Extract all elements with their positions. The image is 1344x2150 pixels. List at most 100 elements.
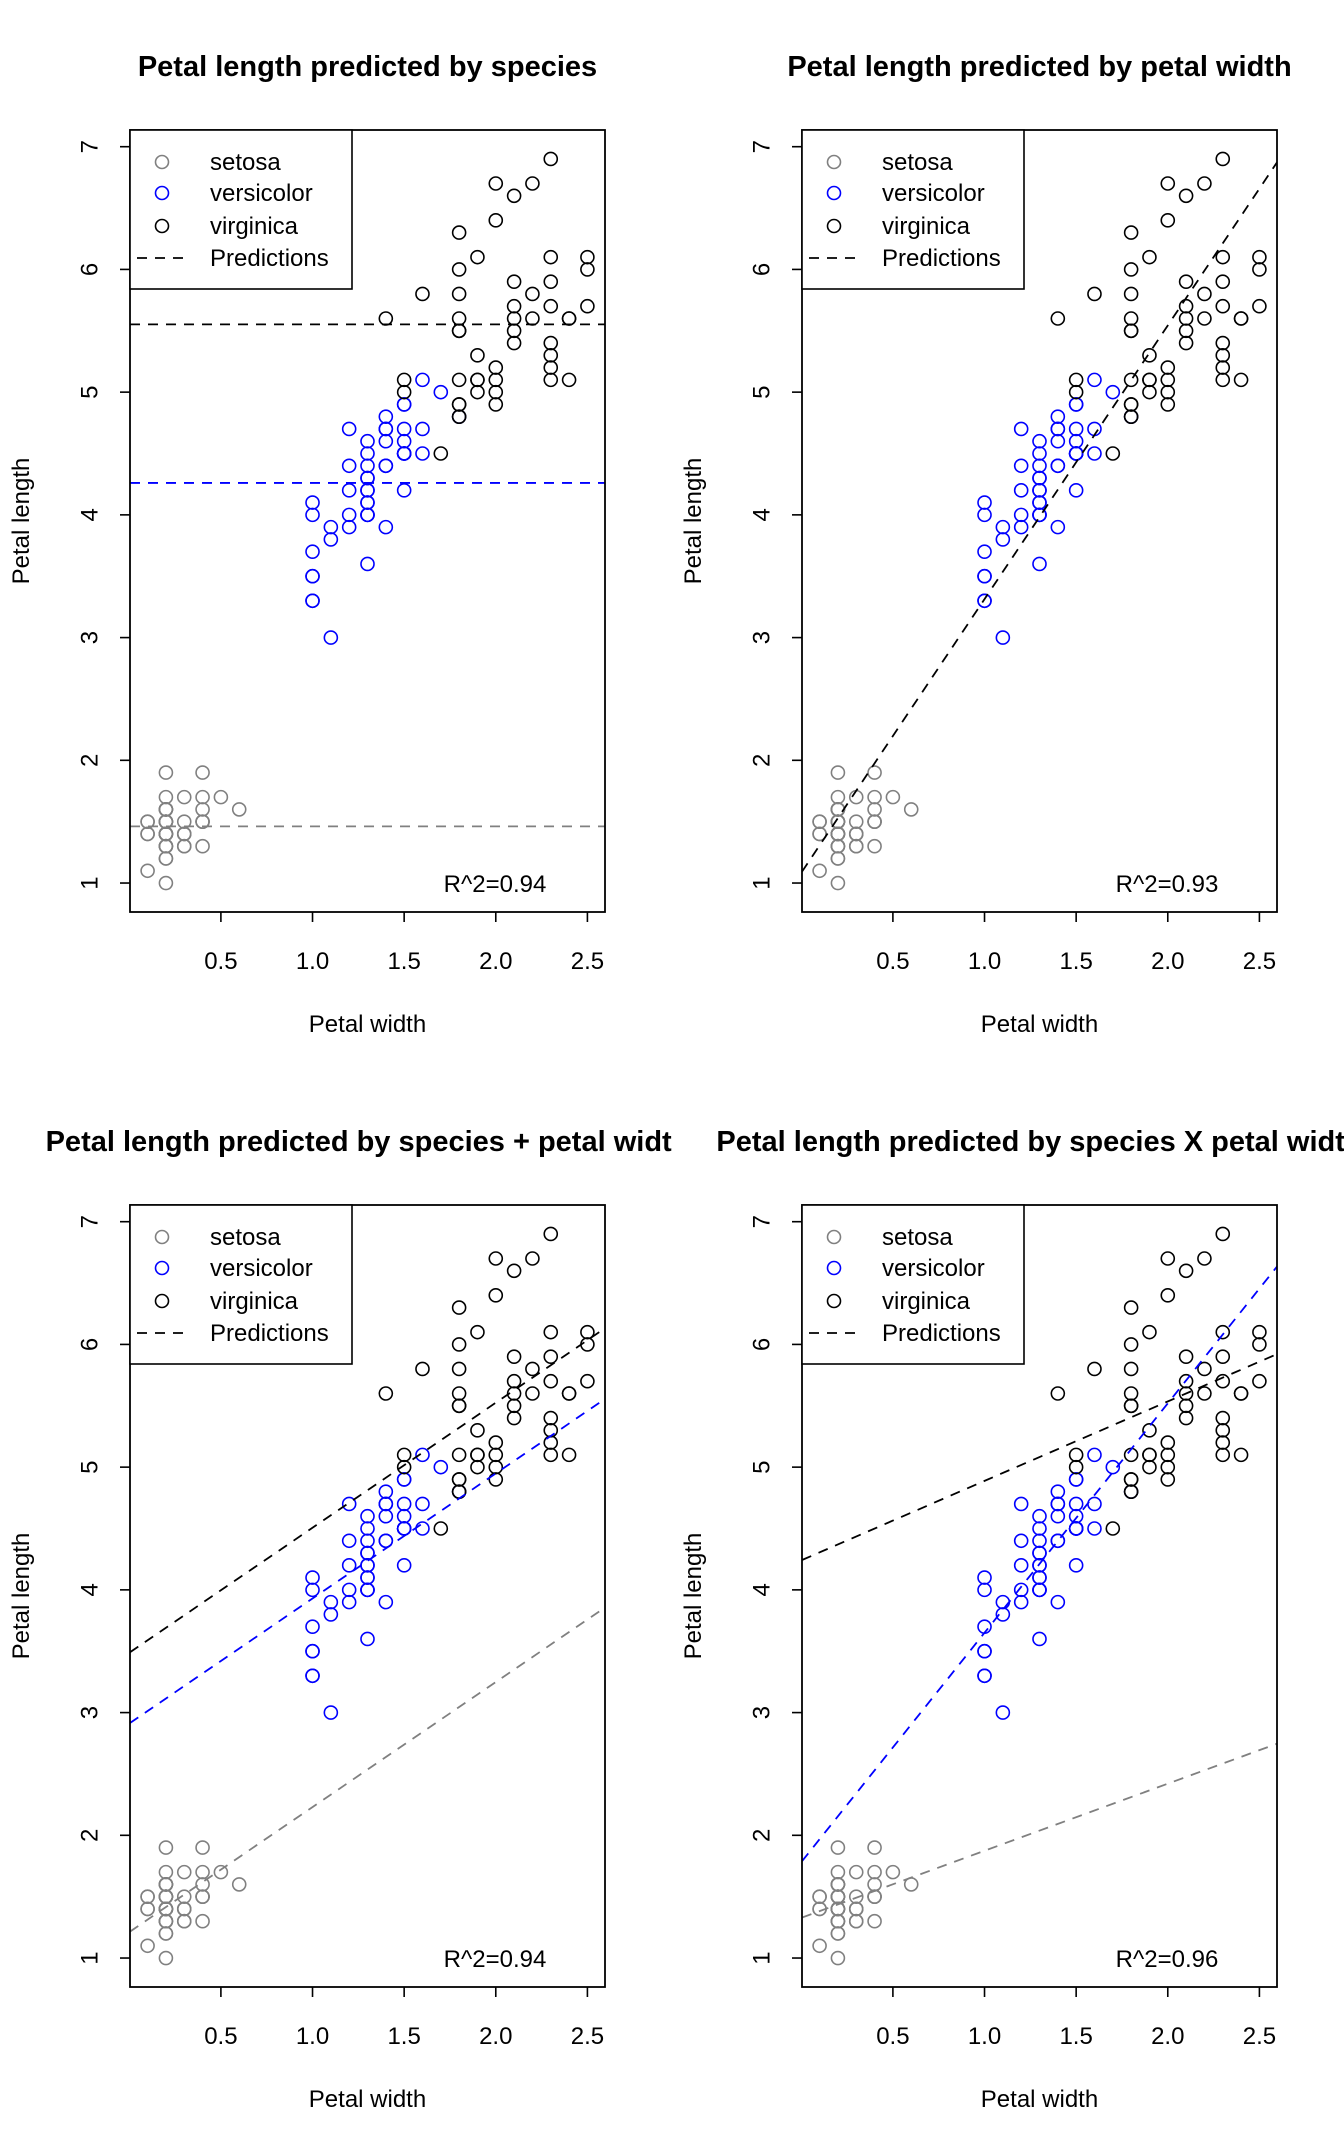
point-setosa — [158, 1926, 174, 1941]
point-versicolor — [977, 544, 992, 559]
point-versicolor — [1068, 1508, 1084, 1524]
point-virginica — [470, 372, 485, 388]
x-tick-label: 1.5 — [1059, 2023, 1092, 2050]
point-versicolor — [360, 446, 375, 461]
point-virginica — [1123, 397, 1139, 412]
point-versicolor — [396, 446, 412, 461]
point-setosa — [195, 802, 210, 817]
point-virginica — [451, 225, 467, 240]
point-versicolor — [1032, 458, 1047, 474]
point-setosa — [867, 789, 882, 805]
point-virginica — [1215, 1423, 1231, 1438]
y-tick-label: 7 — [77, 140, 104, 153]
legend-label: setosa — [210, 1224, 281, 1251]
point-versicolor — [396, 1521, 412, 1536]
point-versicolor — [341, 421, 357, 437]
point-versicolor — [1013, 1558, 1029, 1573]
point-setosa — [158, 1901, 174, 1917]
x-tick-label: 2.5 — [1243, 2023, 1276, 2050]
point-virginica — [451, 1337, 467, 1352]
point-versicolor — [433, 1459, 449, 1475]
legend-label: virginica — [882, 213, 971, 240]
x-axis-label: Petal width — [981, 2086, 1098, 2113]
point-virginica — [1215, 372, 1231, 388]
point-virginica — [1123, 1386, 1139, 1401]
legend-marker-virginica — [826, 218, 842, 234]
legend-label: setosa — [882, 1224, 953, 1251]
point-versicolor — [977, 495, 992, 510]
point-virginica — [1123, 323, 1139, 339]
point-versicolor — [305, 1582, 320, 1598]
y-tick-label: 2 — [749, 1829, 776, 1842]
point-virginica — [1142, 249, 1157, 265]
point-virginica — [451, 1447, 467, 1463]
point-virginica — [1105, 446, 1121, 461]
panel-1: Petal length predicted by species 0.5 1.0 1… — [8, 51, 606, 1038]
point-setosa — [195, 1840, 210, 1855]
point-setosa — [158, 838, 174, 854]
point-versicolor — [378, 519, 394, 535]
legend-marker-setosa — [826, 154, 842, 170]
point-setosa — [830, 1901, 846, 1917]
point-versicolor — [977, 1619, 992, 1634]
point-virginica — [1160, 384, 1176, 400]
point-versicolor — [1013, 1533, 1029, 1549]
point-virginica — [1160, 1447, 1176, 1463]
point-virginica — [488, 1288, 504, 1303]
x-tick-label: 0.5 — [204, 2023, 237, 2050]
point-virginica — [543, 348, 559, 363]
plot-frame — [129, 129, 606, 913]
y-tick-label: 3 — [77, 1706, 104, 1719]
legend-label: virginica — [210, 1288, 299, 1315]
point-versicolor — [1050, 1496, 1066, 1512]
x-tick-label: 1.5 — [387, 948, 420, 975]
point-virginica — [1178, 1263, 1194, 1279]
point-versicolor — [1068, 421, 1084, 437]
legend-marker-setosa — [154, 1229, 170, 1245]
point-versicolor — [977, 593, 992, 609]
point-virginica — [543, 1226, 559, 1242]
point-setosa — [867, 814, 882, 829]
point-versicolor — [1087, 446, 1102, 461]
y-axis-label: Petal length — [680, 1533, 707, 1660]
point-versicolor — [1068, 1496, 1084, 1512]
point-versicolor — [1032, 495, 1047, 510]
point-virginica — [1215, 298, 1231, 314]
point-virginica — [451, 286, 467, 302]
point-virginica — [525, 176, 540, 191]
point-virginica — [561, 311, 577, 326]
legend: setosa versicolor virginica Predictions — [801, 1204, 1025, 1365]
r-squared-annotation: R^2=0.94 — [444, 871, 547, 898]
point-virginica — [1142, 384, 1157, 400]
point-setosa — [158, 1864, 174, 1880]
point-setosa — [195, 1889, 210, 1904]
point-versicolor — [360, 1533, 375, 1549]
point-virginica — [1050, 311, 1066, 326]
x-tick-label: 2.5 — [571, 948, 604, 975]
point-setosa — [140, 863, 155, 879]
point-versicolor — [360, 1521, 375, 1536]
point-setosa — [158, 826, 174, 842]
point-setosa — [158, 765, 174, 780]
point-virginica — [1178, 1349, 1194, 1364]
point-versicolor — [1032, 446, 1047, 461]
point-setosa — [812, 1938, 827, 1954]
point-versicolor — [341, 1582, 357, 1598]
point-versicolor — [995, 519, 1011, 535]
point-virginica — [1123, 1484, 1139, 1499]
point-versicolor — [360, 1570, 375, 1585]
point-versicolor — [1032, 1521, 1047, 1536]
point-versicolor — [396, 397, 412, 412]
plot-frame — [801, 129, 1278, 913]
point-virginica — [1215, 1226, 1231, 1242]
point-setosa — [867, 1913, 882, 1929]
point-versicolor — [1050, 1533, 1066, 1549]
legend-label: versicolor — [210, 180, 313, 207]
x-tick-label: 1.0 — [296, 948, 329, 975]
point-virginica — [1068, 1459, 1084, 1475]
chart-title: Petal length predicted by species + peta… — [46, 1126, 690, 1158]
plot-frame — [129, 1204, 606, 1988]
y-tick-label: 4 — [77, 1583, 104, 1596]
legend-marker-setosa — [154, 154, 170, 170]
